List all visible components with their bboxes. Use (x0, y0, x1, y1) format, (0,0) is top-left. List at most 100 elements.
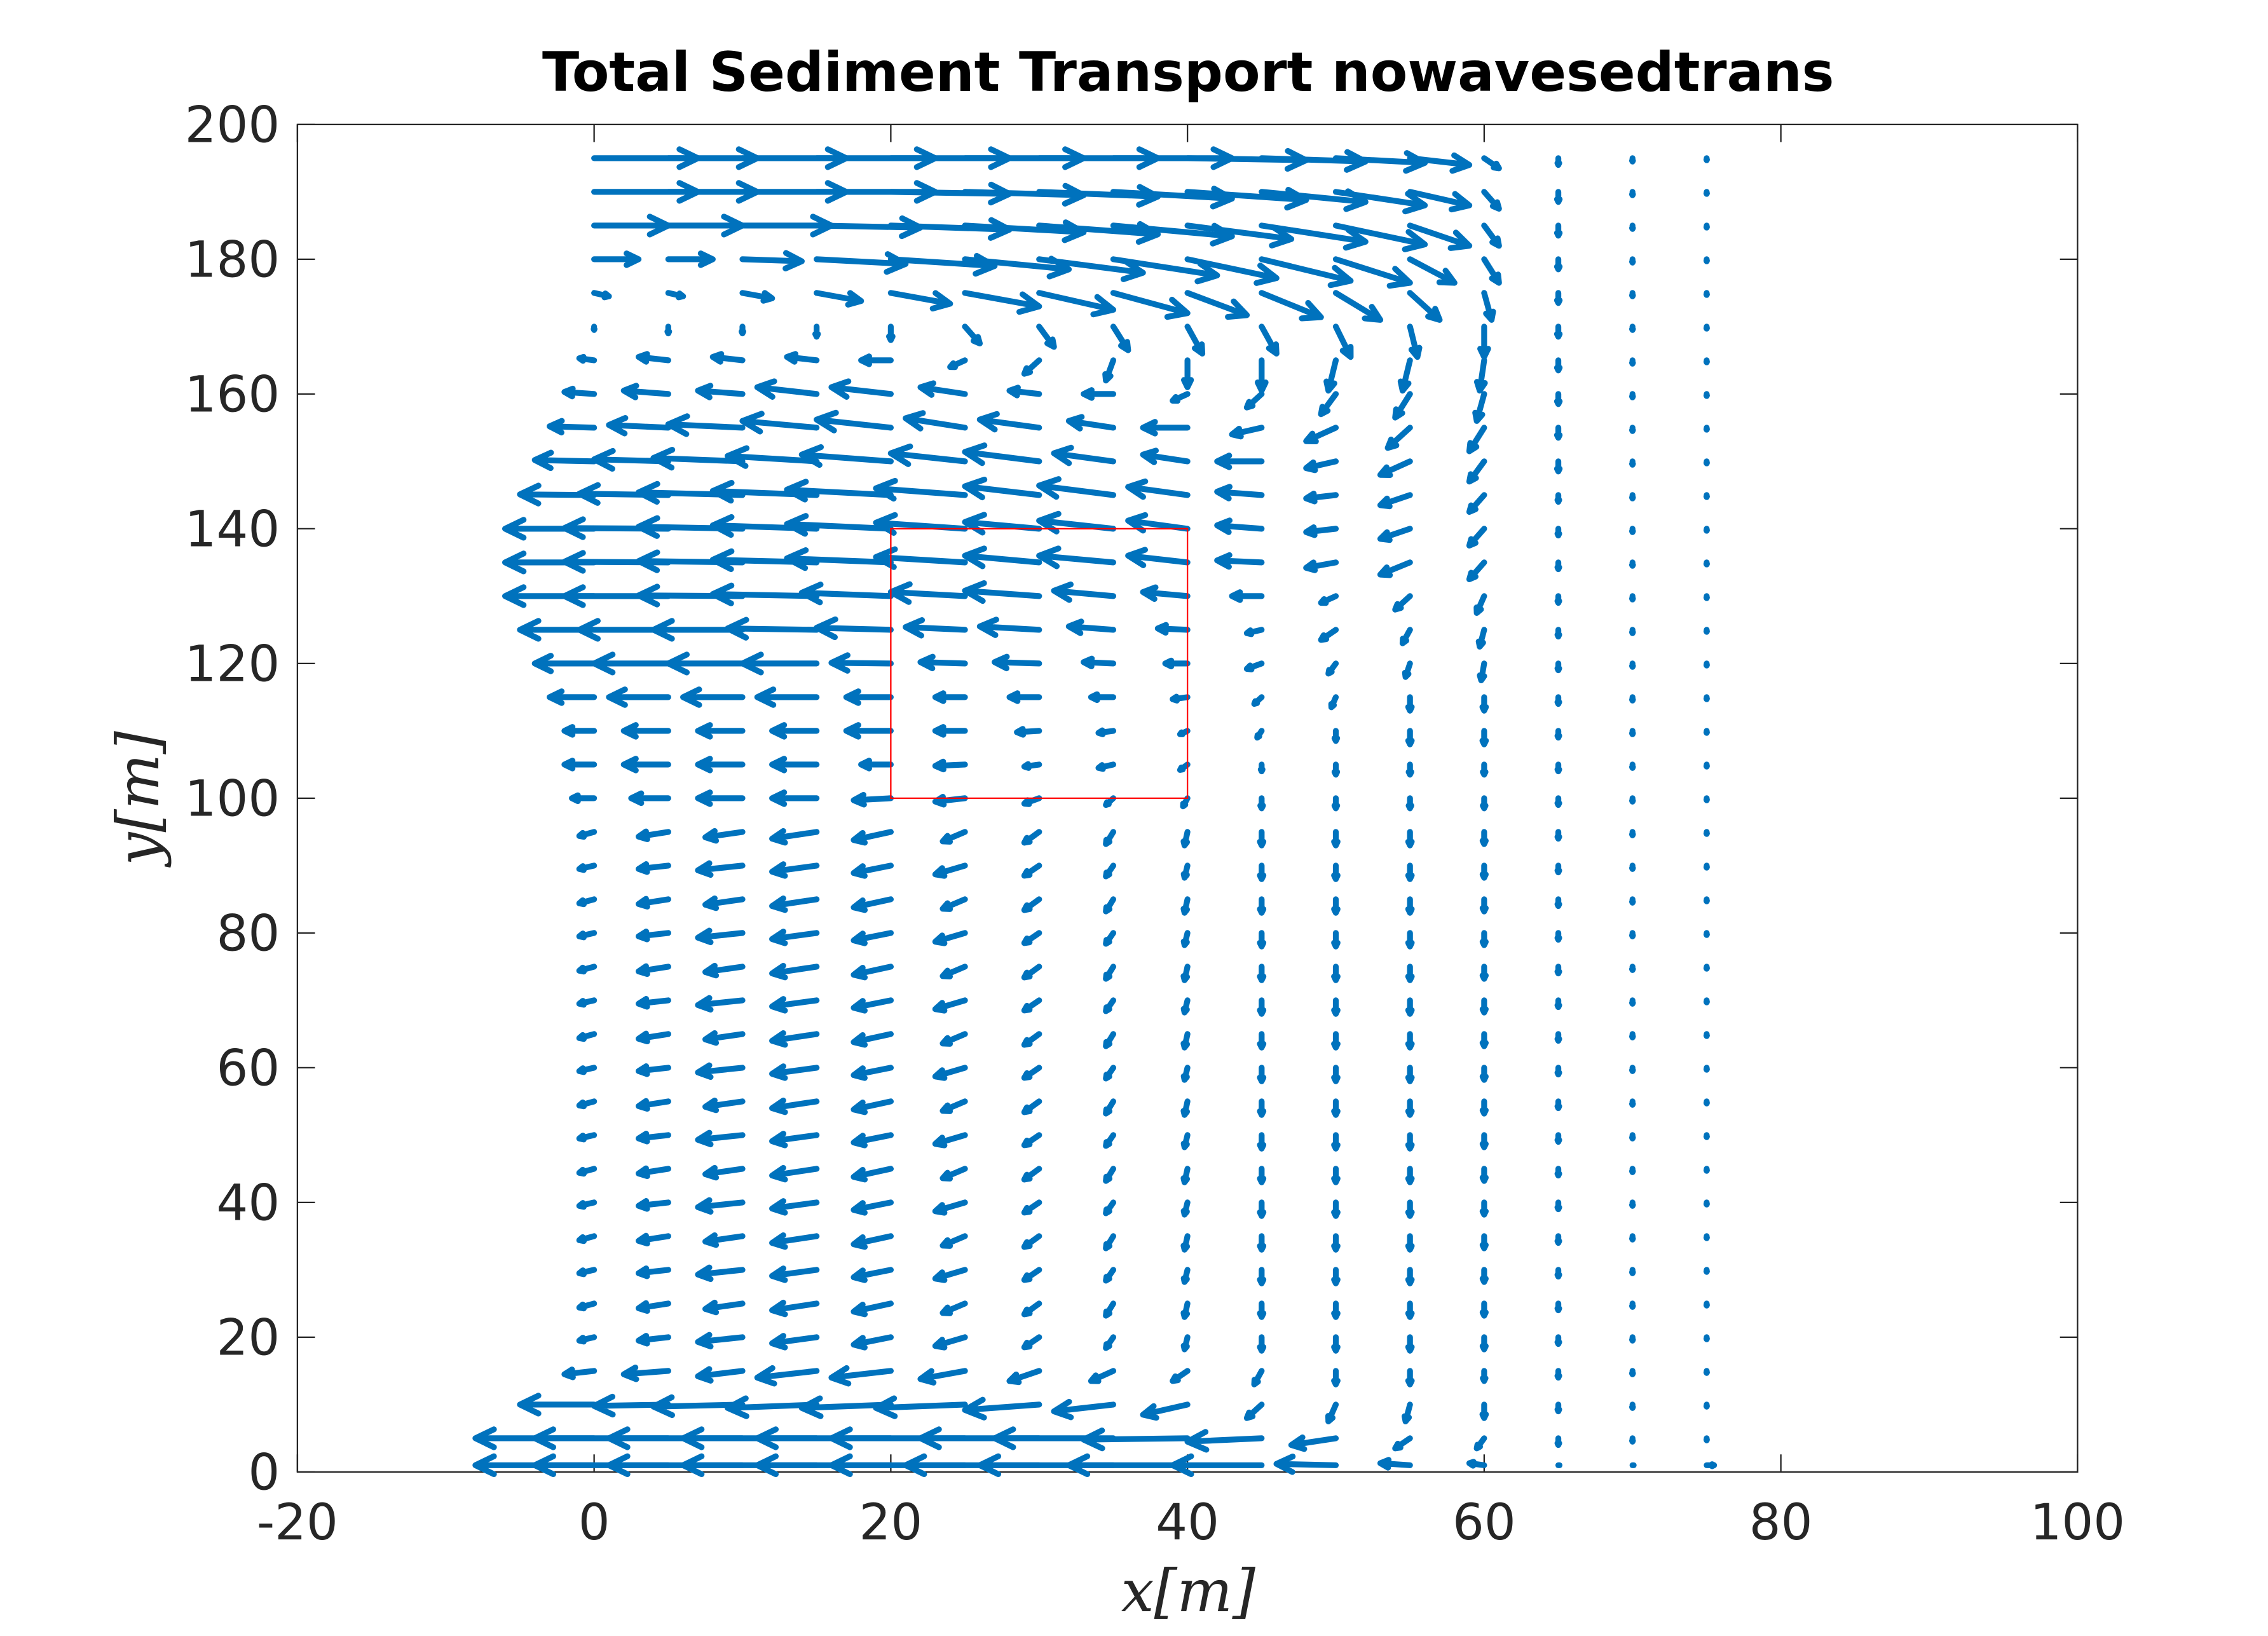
arrow (1554, 660, 1562, 674)
arrow (843, 688, 894, 706)
arrow (739, 324, 747, 337)
arrow (709, 582, 820, 606)
arrow (769, 1131, 820, 1149)
arrow (858, 353, 894, 367)
arrow (1021, 1132, 1042, 1149)
arrow (1331, 1267, 1341, 1286)
arrow (1466, 1459, 1487, 1469)
arrow (1214, 552, 1265, 570)
arrow (1257, 795, 1266, 812)
arrow (695, 1062, 746, 1080)
arrow (1331, 1233, 1341, 1253)
arrow (1554, 1368, 1562, 1381)
arrow (1479, 862, 1489, 881)
arrow (1021, 761, 1042, 771)
arrow (1021, 1267, 1042, 1283)
y-tick-label: 160 (185, 366, 280, 424)
arrow (1629, 660, 1636, 670)
arrow (1021, 795, 1042, 807)
arrow (1257, 1267, 1267, 1286)
arrow (1332, 222, 1428, 252)
arrow (1405, 1132, 1415, 1152)
arrow (1257, 930, 1267, 950)
arrow (1103, 964, 1117, 982)
arrow (1629, 256, 1636, 266)
arrow (739, 250, 805, 271)
arrow (887, 290, 953, 312)
arrow (1331, 964, 1341, 983)
arrow (917, 1368, 968, 1386)
arrow (1257, 997, 1267, 1017)
arrow (1288, 1434, 1339, 1452)
arrow (1629, 593, 1636, 603)
arrow (1629, 1368, 1636, 1377)
arrow (531, 449, 598, 472)
arrow (798, 444, 894, 468)
arrow (636, 896, 671, 910)
arrow (1180, 357, 1194, 390)
arrow (1103, 1098, 1117, 1117)
arrow (636, 828, 671, 843)
arrow (1021, 1199, 1042, 1216)
arrow (1065, 618, 1117, 636)
arrow (932, 690, 968, 704)
arrow (1377, 1457, 1413, 1471)
arrow (1405, 1031, 1415, 1051)
arrow (992, 653, 1042, 672)
arrow (1257, 1031, 1267, 1051)
y-tick-label: 60 (217, 1040, 280, 1098)
arrow (962, 580, 1042, 604)
arrow (873, 512, 968, 536)
arrow (1257, 964, 1267, 983)
arrow (932, 862, 968, 879)
arrow (1629, 795, 1636, 805)
arrow (1554, 862, 1562, 876)
arrow (1184, 324, 1206, 357)
arrow (887, 443, 968, 467)
arrow (547, 418, 598, 436)
arrow (1065, 414, 1117, 432)
y-tick-label: 120 (185, 636, 280, 693)
arrow (1377, 458, 1413, 479)
arrow (850, 1132, 894, 1149)
arrow (1629, 189, 1636, 198)
arrow (850, 964, 894, 981)
arrow (1554, 526, 1562, 539)
arrow (1125, 512, 1191, 534)
arrow (1479, 964, 1489, 982)
arrow (636, 1265, 671, 1279)
arrow (1318, 391, 1339, 418)
arrow (1184, 256, 1280, 286)
arrow (1162, 657, 1191, 670)
arrow (873, 477, 968, 502)
arrow (1629, 1233, 1636, 1243)
arrow (1407, 222, 1473, 251)
arrow (873, 1395, 968, 1419)
arrow (1021, 1233, 1042, 1250)
arrow (1103, 862, 1117, 880)
arrow (1405, 728, 1415, 747)
arrow (1110, 290, 1191, 320)
arrow (1479, 1132, 1489, 1150)
arrow (939, 896, 968, 912)
arrow (1479, 1334, 1489, 1353)
arrow (1479, 1300, 1489, 1319)
arrow (1103, 1334, 1117, 1351)
arrow (850, 862, 894, 879)
arrow (665, 651, 746, 676)
arrow (784, 479, 894, 503)
arrow (591, 290, 612, 301)
arrow (1021, 829, 1042, 846)
arrow (962, 476, 1042, 501)
arrow (1554, 1435, 1562, 1449)
arrow (702, 1030, 746, 1046)
arrow (1331, 1166, 1341, 1185)
arrow (1466, 425, 1487, 454)
arrow (1021, 997, 1042, 1014)
arrow (828, 378, 894, 400)
arrow (1477, 660, 1487, 683)
arrow (702, 1097, 746, 1114)
arrow (1629, 290, 1636, 299)
arrow (1405, 1334, 1415, 1354)
arrow (1180, 1098, 1191, 1118)
